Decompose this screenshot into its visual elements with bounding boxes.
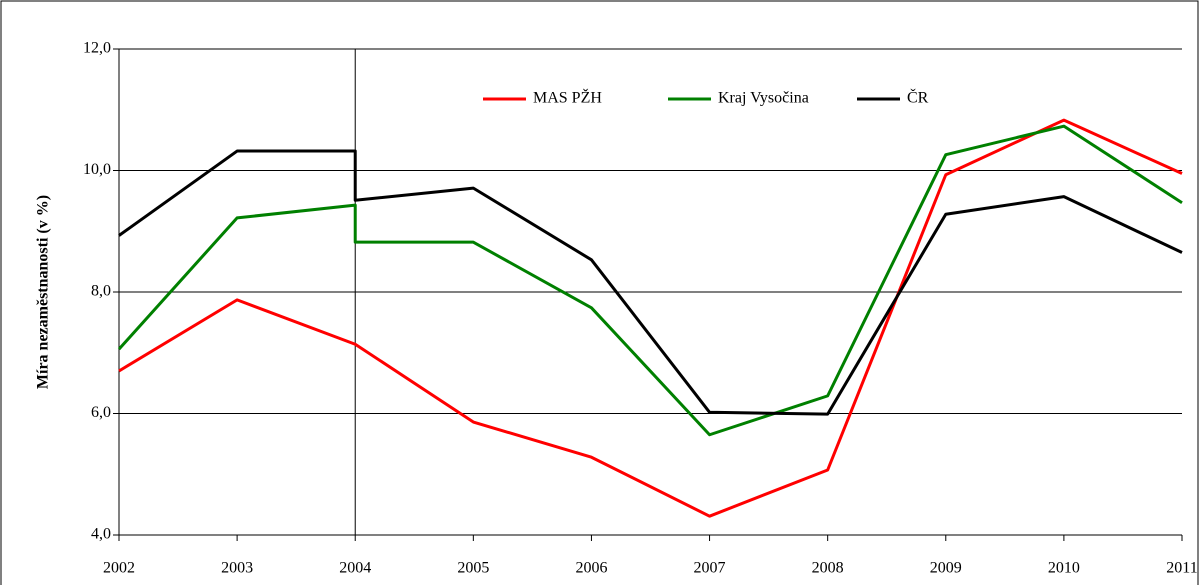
series-line (117, 124, 1183, 437)
x-tick-label: 2005 (457, 560, 489, 577)
x-tick-label: 2006 (575, 560, 607, 577)
y-tick-label: 6,0 (91, 404, 111, 421)
x-tick-label: 2009 (930, 560, 962, 577)
y-tick-label: 4,0 (91, 526, 111, 543)
x-tick-label: 2010 (1048, 560, 1080, 577)
x-tick-label: 2008 (812, 560, 844, 577)
y-tick-label: 8,0 (91, 283, 111, 300)
legend-label: ČR (907, 88, 929, 107)
x-tick-label: 2003 (221, 560, 253, 577)
y-tick-label: 10,0 (83, 161, 111, 178)
legend-label: MAS PŽH (533, 88, 602, 107)
y-tick-label: 12,0 (83, 40, 111, 57)
series-line (118, 149, 1183, 416)
x-tick-label: 2011 (1166, 560, 1197, 577)
y-axis-label: Míra nezaměstnanosti (v %) (35, 195, 52, 389)
x-tick-label: 2007 (694, 560, 726, 577)
x-tick-label: 2004 (339, 560, 371, 577)
legend-label: Kraj Vysočina (718, 90, 809, 107)
series-line (118, 118, 1183, 518)
x-tick-label: 2002 (103, 560, 135, 577)
